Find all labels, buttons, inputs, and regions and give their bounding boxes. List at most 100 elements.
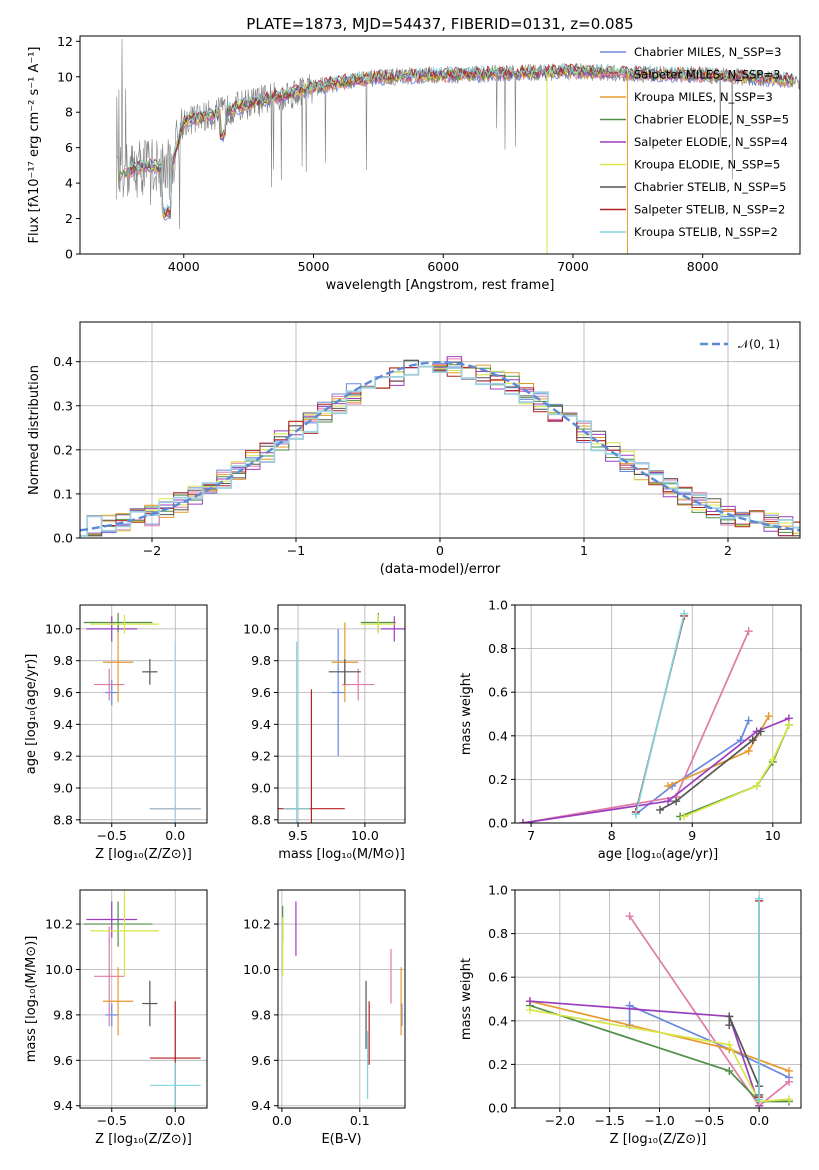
y-tick-label: 10.2 xyxy=(45,917,73,932)
x-tick-label: 0.0 xyxy=(165,1113,185,1128)
legend-label: 𝒩(0, 1) xyxy=(738,337,780,351)
y-tick-label: 9.2 xyxy=(53,749,73,764)
x-tick-label: −2.0 xyxy=(545,1113,575,1128)
y-tick-label: 9.6 xyxy=(53,685,73,700)
weight-marker xyxy=(744,627,753,636)
y-tick-label: 0.4 xyxy=(488,728,508,743)
y-axis-label: mass weight xyxy=(459,673,474,755)
weight-marker xyxy=(725,1066,734,1075)
y-tick-label: 9.8 xyxy=(53,653,73,668)
y-tick-label: 1.0 xyxy=(488,883,508,898)
histogram-step xyxy=(80,356,800,537)
x-tick-label: −1.5 xyxy=(594,1113,624,1128)
x-tick-label: 1 xyxy=(580,543,588,558)
legend-label: Kroupa ELODIE, N_SSP=5 xyxy=(634,158,780,172)
weight-line xyxy=(529,1004,789,1103)
x-tick-label: 0.1 xyxy=(350,1113,370,1128)
x-tick-label: 5000 xyxy=(298,259,330,274)
weight-marker xyxy=(736,736,745,745)
weight-marker xyxy=(785,1095,794,1104)
weight-marker xyxy=(785,1066,794,1075)
panel-0: Chabrier MILES, N_SSP=3 Salpeter MILES, N… xyxy=(27,15,801,293)
weight-marker xyxy=(525,997,534,1006)
weight-marker xyxy=(755,1095,764,1104)
axes-frame xyxy=(277,889,406,1109)
x-tick-label: 4000 xyxy=(168,259,200,274)
x-tick-label: 0 xyxy=(436,543,444,558)
weight-marker xyxy=(725,1040,734,1049)
weight-marker xyxy=(672,797,681,806)
x-axis-label: Z [log₁₀(Z/Z⊙)] xyxy=(610,1132,707,1147)
y-tick-label: 0.0 xyxy=(53,531,73,546)
weight-marker xyxy=(748,736,757,745)
y-axis-label: Normed distribution xyxy=(27,365,42,495)
y-axis-label: mass weight xyxy=(459,958,474,1040)
y-tick-label: 0.2 xyxy=(488,772,508,787)
weight-marker xyxy=(664,781,673,790)
weight-marker xyxy=(519,819,528,823)
x-tick-label: −0.5 xyxy=(97,828,127,843)
y-tick-label: 9.6 xyxy=(53,1053,73,1068)
legend-label: Chabrier ELODIE, N_SSP=5 xyxy=(634,113,789,127)
legend-label: Salpeter ELODIE, N_SSP=4 xyxy=(634,135,788,149)
weight-marker xyxy=(752,781,761,790)
y-tick-label: 9.2 xyxy=(251,749,271,764)
plot-area xyxy=(278,890,405,1108)
x-tick-label: 9 xyxy=(688,828,696,843)
y-tick-label: 4 xyxy=(65,176,73,191)
y-tick-label: 8 xyxy=(65,105,73,120)
x-axis-label: age [log₁₀(age/yr)] xyxy=(598,847,719,862)
histogram-step xyxy=(80,364,800,537)
y-tick-label: 0.3 xyxy=(53,398,73,413)
y-tick-label: 9.4 xyxy=(53,1098,73,1113)
x-tick-label: 2 xyxy=(724,543,732,558)
legend-label: Chabrier MILES, N_SSP=3 xyxy=(634,45,781,59)
weight-marker xyxy=(744,716,753,725)
panel-7: −2.0 −1.5 −1.0 −0.5 0.0 0.0 0.2 0.4 0.6 0.8 1.0 Z [… xyxy=(459,883,802,1147)
legend-label: Kroupa MILES, N_SSP=3 xyxy=(634,90,773,104)
y-tick-label: 1.0 xyxy=(488,598,508,613)
y-tick-label: 10.2 xyxy=(243,917,271,932)
x-axis-label: Z [log₁₀(Z/Z⊙)] xyxy=(95,847,192,862)
x-axis-label: (data-model)/error xyxy=(380,562,501,577)
x-tick-label: −0.5 xyxy=(97,1113,127,1128)
y-tick-label: 0.6 xyxy=(488,970,508,985)
model-spectrum xyxy=(125,62,794,214)
weight-marker xyxy=(725,1012,734,1021)
x-axis-label: Z [log₁₀(Z/Z⊙)] xyxy=(95,1132,192,1147)
weight-marker xyxy=(764,712,773,721)
y-tick-label: 9.8 xyxy=(53,1007,73,1022)
panel-5: −0.5 0.0 9.4 9.6 9.8 10.0 10.2 Z [log₁₀(Z/Z⊙)] m… xyxy=(24,889,208,1147)
y-tick-label: 0.4 xyxy=(53,354,73,369)
y-tick-label: 0.8 xyxy=(488,641,508,656)
y-tick-label: 9.0 xyxy=(53,780,73,795)
x-tick-label: 7000 xyxy=(557,259,589,274)
legend-label: Salpeter MILES, N_SSP=3 xyxy=(634,68,780,82)
x-tick-label: 9.5 xyxy=(288,828,308,843)
normal-curve xyxy=(80,360,800,532)
y-tick-label: 0.0 xyxy=(488,816,508,831)
axes-frame xyxy=(79,604,208,824)
y-tick-label: 9.6 xyxy=(251,685,271,700)
y-axis-label: mass [log₁₀(M/M⊙)] xyxy=(24,936,39,1063)
weight-marker xyxy=(625,912,634,921)
plot-area xyxy=(515,605,801,823)
plot-area xyxy=(80,890,207,1108)
y-tick-label: 6 xyxy=(65,140,73,155)
axes-frame xyxy=(514,604,802,824)
x-tick-label: 8000 xyxy=(687,259,719,274)
x-tick-label: 7 xyxy=(527,828,535,843)
x-tick-label: −1.0 xyxy=(644,1113,674,1128)
histogram-step xyxy=(80,365,800,537)
x-tick-label: −0.5 xyxy=(694,1113,724,1128)
weight-marker xyxy=(768,755,777,764)
axes-frame xyxy=(514,889,802,1109)
y-axis-label: age [log₁₀(age/yr)] xyxy=(24,654,39,775)
weight-marker xyxy=(664,797,673,806)
weight-marker xyxy=(756,727,765,736)
weight-line xyxy=(529,1009,790,1103)
weight-marker xyxy=(725,1021,734,1030)
y-tick-label: 9.0 xyxy=(251,780,271,795)
weight-marker xyxy=(680,609,689,618)
